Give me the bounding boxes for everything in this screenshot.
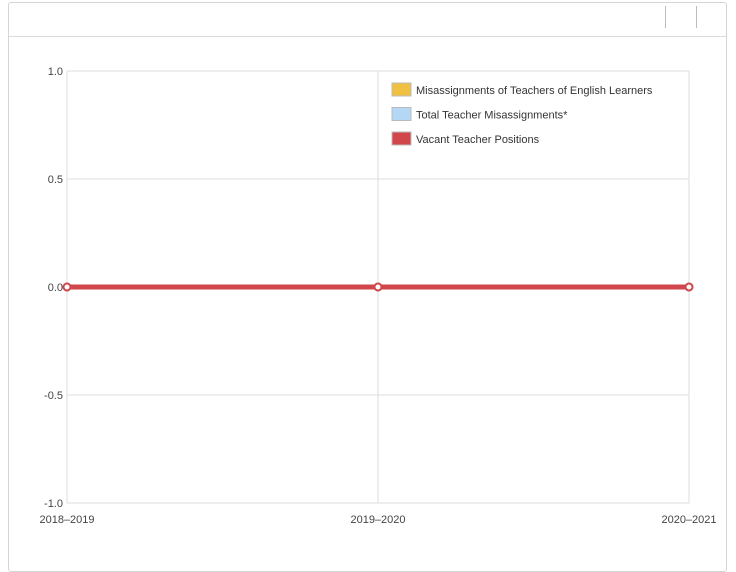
- legend-swatch[interactable]: [391, 82, 412, 97]
- series-point[interactable]: [62, 282, 72, 292]
- legend-label[interactable]: Vacant Teacher Positions: [416, 134, 540, 146]
- legend-label[interactable]: Misassignments of Teachers of English Le…: [416, 85, 653, 97]
- line-chart: 1.0 0.5 0.0 -0.5 -1.0 2018–2019 2019–2020 2020…: [39, 66, 716, 526]
- y-axis-ticks: 1.0 0.5 0.0 -0.5 -1.0: [44, 66, 63, 510]
- legend-swatch[interactable]: [391, 131, 412, 146]
- legend-swatch[interactable]: [391, 107, 412, 121]
- legend-label[interactable]: Total Teacher Misassignments*: [416, 110, 568, 122]
- x-axis-ticks: 2018–2019 2019–2020 2020–2021: [39, 514, 716, 526]
- y-tick-label: -1.0: [44, 498, 63, 510]
- y-tick-label: 0.5: [48, 174, 63, 186]
- panel-header: [9, 3, 726, 37]
- series-point[interactable]: [373, 282, 383, 292]
- chart-series: [62, 282, 694, 292]
- x-tick-label: 2019–2020: [350, 514, 405, 526]
- x-tick-label: 2018–2019: [39, 514, 94, 526]
- chart-legend[interactable]: Misassignments of Teachers of English Le…: [391, 82, 653, 146]
- header-button-1[interactable]: [665, 6, 697, 28]
- series-point[interactable]: [684, 282, 694, 292]
- y-tick-label: 1.0: [48, 66, 63, 78]
- y-tick-label: -0.5: [44, 390, 63, 402]
- x-tick-label: 2020–2021: [661, 514, 716, 526]
- header-button-2[interactable]: [696, 6, 728, 28]
- y-tick-label: 0.0: [48, 282, 63, 294]
